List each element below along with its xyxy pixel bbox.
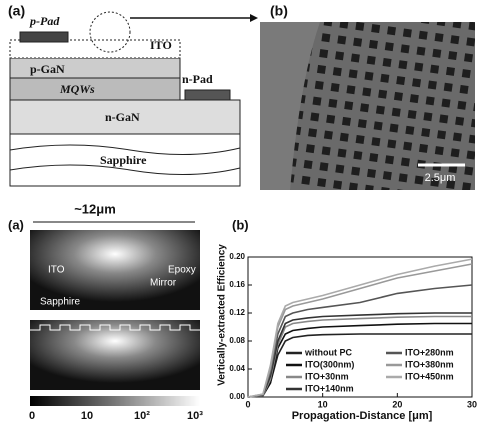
layer-label: p-GaN: [30, 62, 65, 76]
mqw-layer: [10, 78, 180, 100]
colorbar-label: 10²: [134, 410, 150, 422]
layer-label: Sapphire: [100, 153, 147, 167]
layer-label: MQWs: [59, 82, 95, 96]
n-pad: [185, 90, 230, 100]
width-label: ~12μm: [74, 201, 116, 216]
x-tick-label: 10: [318, 399, 328, 409]
colorbar-label: 10: [81, 410, 93, 422]
y-tick-label: 0.00: [229, 392, 245, 401]
region-label: Sapphire: [40, 297, 80, 308]
legend-label: ITO+140nm: [305, 383, 354, 393]
legend-label: ITO+450nm: [405, 371, 454, 381]
device-diagram: (a) p-Pad ITO p-GaN MQWs n-Pad n-GaN Sap…: [8, 3, 258, 186]
y-tick-label: 0.04: [229, 364, 245, 373]
simulation: (a) ~12μm ITO Epoxy Mirror Sapphire 0 10…: [8, 201, 203, 421]
arrow-head: [250, 14, 258, 22]
layer-label: n-Pad: [182, 72, 213, 86]
panel-label: (a): [8, 217, 24, 232]
layer-label: p-Pad: [29, 14, 60, 28]
region-label: Epoxy: [168, 265, 196, 276]
panel-label: (a): [8, 3, 25, 19]
y-tick-label: 0.16: [229, 280, 245, 289]
scale-label: 2.5μm: [425, 172, 456, 184]
colorbar-label: 0: [29, 410, 35, 422]
y-axis-title: Vertically-extracted Efficiency: [217, 244, 228, 386]
legend-label: ITO(300nm): [305, 359, 354, 369]
x-tick-label: 20: [392, 399, 402, 409]
colorbar-label: 10³: [187, 410, 203, 422]
region-label: ITO: [48, 265, 65, 276]
y-tick-label: 0.20: [229, 252, 245, 261]
layer-label: n-GaN: [105, 110, 140, 124]
x-axis-title: Propagation-Distance [μm]: [292, 410, 433, 422]
sem-image: (b) 2.5μm: [260, 3, 475, 190]
figure: (a) p-Pad ITO p-GaN MQWs n-Pad n-GaN Sap…: [0, 0, 481, 426]
region-label: Mirror: [150, 278, 177, 289]
layer-label: ITO: [150, 38, 172, 52]
legend-label: ITO+280nm: [405, 347, 454, 357]
chart: (b) Propagation-Distance [μm] Vertically…: [217, 217, 477, 421]
legend-label: without PC: [304, 347, 352, 357]
legend-label: ITO+380nm: [405, 359, 454, 369]
x-tick-label: 0: [245, 399, 250, 409]
x-tick-label: 30: [467, 399, 477, 409]
y-tick-label: 0.12: [229, 308, 245, 317]
panel-label: (b): [270, 3, 288, 19]
colorbar: [30, 396, 200, 406]
p-pad: [20, 32, 68, 42]
panel-label: (b): [232, 217, 249, 232]
legend-label: ITO+30nm: [305, 371, 349, 381]
y-tick-label: 0.08: [229, 336, 245, 345]
